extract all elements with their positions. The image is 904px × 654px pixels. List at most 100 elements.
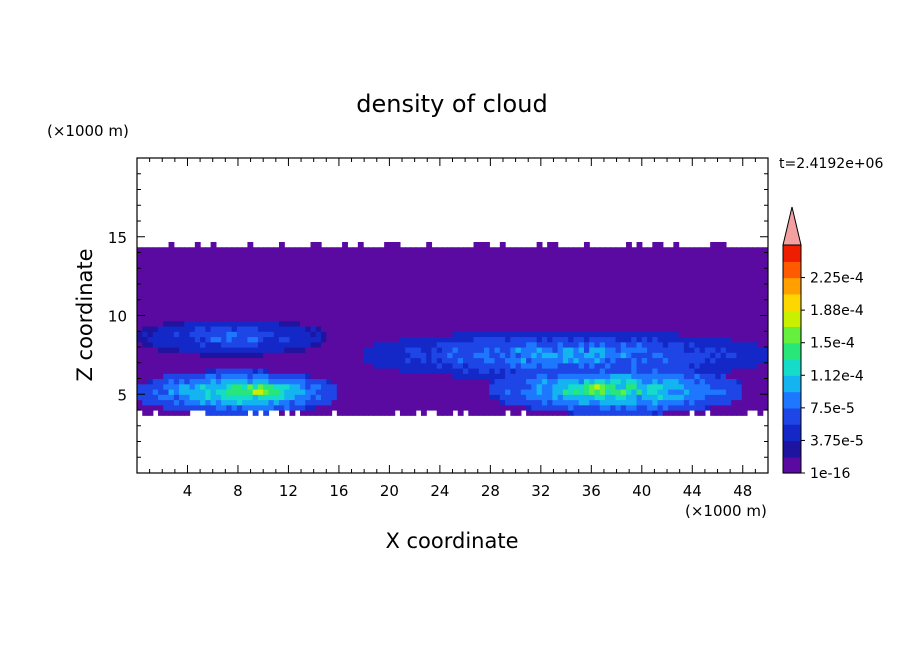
density-cell: [284, 389, 291, 395]
density-cell: [725, 383, 732, 390]
density-cell: [583, 242, 590, 248]
density-cell: [268, 263, 275, 269]
density-cell: [236, 315, 243, 322]
density-cell: [631, 394, 638, 401]
density-cell: [452, 263, 459, 269]
density-cell: [552, 362, 559, 369]
density-cell: [194, 352, 201, 359]
density-cell: [725, 315, 732, 322]
density-cell: [315, 404, 322, 411]
density-cell: [221, 247, 227, 254]
density-cell: [615, 394, 622, 401]
density-cell: [405, 268, 412, 275]
density-cell: [189, 320, 196, 327]
density-cell: [594, 394, 601, 401]
density-cell: [715, 305, 722, 311]
density-cell: [363, 347, 369, 353]
density-cell: [452, 352, 459, 359]
density-cell: [242, 404, 249, 411]
density-cell: [300, 305, 306, 311]
density-cell: [699, 299, 706, 306]
density-cell: [457, 268, 464, 275]
density-cell: [510, 263, 517, 269]
density-cell: [704, 305, 711, 311]
density-cell: [179, 362, 185, 369]
density-cell: [683, 352, 690, 359]
density-cell: [221, 336, 227, 343]
density-cell: [594, 399, 601, 406]
density-cell: [478, 347, 485, 353]
density-cell: [510, 341, 517, 348]
density-cell: [484, 289, 490, 296]
density-cell: [263, 326, 270, 332]
density-cell: [294, 294, 301, 301]
density-cell: [757, 284, 764, 290]
density-cell: [631, 404, 638, 411]
density-cell: [647, 299, 653, 306]
density-cell: [604, 368, 611, 374]
density-cell: [741, 347, 748, 353]
density-cell: [221, 394, 227, 401]
density-cell: [305, 331, 312, 338]
density-cell: [226, 389, 233, 395]
density-cell: [410, 294, 417, 301]
density-cell: [205, 299, 212, 306]
density-cell: [662, 389, 669, 395]
density-cell: [620, 284, 627, 290]
density-cell: [578, 352, 585, 359]
density-cell: [378, 368, 385, 374]
density-cell: [205, 404, 212, 411]
density-cell: [757, 257, 764, 264]
density-cell: [394, 263, 401, 269]
density-cell: [731, 315, 738, 322]
density-cell: [647, 378, 653, 385]
density-cell: [210, 326, 217, 332]
density-cell: [368, 294, 375, 301]
density-cell: [757, 368, 764, 374]
density-cell: [457, 331, 464, 338]
density-cell: [752, 368, 759, 374]
density-cell: [547, 373, 554, 380]
density-cell: [473, 305, 480, 311]
density-cell: [757, 410, 764, 416]
density-cell: [289, 305, 296, 311]
density-cell: [173, 357, 180, 364]
density-cell: [210, 263, 217, 269]
density-cell: [294, 326, 301, 332]
density-cell: [704, 294, 711, 301]
density-cell: [541, 252, 548, 259]
density-cell: [389, 357, 396, 364]
density-cell: [505, 341, 511, 348]
density-cell: [536, 278, 543, 285]
density-cell: [200, 378, 206, 385]
density-cell: [499, 410, 506, 416]
density-cell: [247, 357, 254, 364]
density-cell: [626, 410, 632, 416]
density-cell: [762, 299, 768, 306]
density-cell: [741, 315, 748, 322]
density-cell: [147, 278, 154, 285]
density-cell: [163, 389, 170, 395]
density-cell: [410, 315, 417, 322]
density-cell: [704, 389, 711, 395]
density-cell: [531, 373, 538, 380]
density-cell: [636, 278, 643, 285]
density-cell: [736, 336, 743, 343]
density-cell: [305, 399, 312, 406]
density-cell: [626, 310, 632, 317]
density-cell: [263, 368, 270, 374]
density-cell: [683, 378, 690, 385]
density-cell: [384, 341, 390, 348]
density-cell: [373, 257, 380, 264]
density-cell: [689, 383, 695, 390]
density-cell: [647, 252, 653, 259]
density-cell: [652, 410, 659, 416]
density-cell: [405, 341, 412, 348]
density-cell: [473, 368, 480, 374]
density-cell: [373, 299, 380, 306]
density-cell: [441, 299, 448, 306]
density-cell: [626, 247, 632, 254]
density-cell: [610, 263, 617, 269]
density-cell: [347, 310, 354, 317]
density-cell: [247, 247, 254, 254]
